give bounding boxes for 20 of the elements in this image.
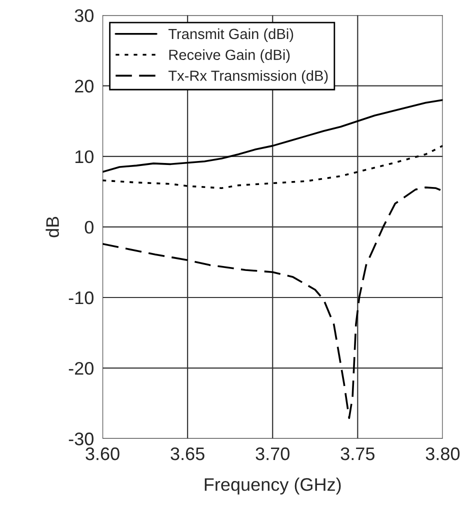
y-axis-title: dB: [46, 216, 59, 238]
y-tick-label: -10: [68, 291, 94, 304]
legend-label: Transmit Gain (dBi): [168, 28, 294, 42]
y-tick-label: -20: [68, 362, 94, 375]
y-tick-label: 30: [74, 9, 94, 22]
line-series: [102, 186, 443, 420]
x-axis-title: Frequency (GHz): [204, 478, 341, 494]
x-tick-label: 3.75: [340, 447, 374, 460]
x-tick-label: 3.65: [170, 447, 204, 460]
line-series: [102, 144, 443, 190]
y-tick-label: 0: [84, 220, 94, 234]
x-tick-label: 3.80: [426, 447, 460, 460]
y-tick-label: 20: [75, 80, 94, 93]
x-tick-label: 3.70: [256, 447, 290, 460]
line-series: [102, 99, 443, 173]
legend-label: Tx-Rx Transmission (dB): [168, 70, 328, 84]
y-tick-label: -30: [68, 432, 94, 446]
y-tick-label: 10: [75, 150, 94, 164]
legend-label: Receive Gain (dBi): [169, 49, 290, 63]
x-tick-label: 3.60: [86, 447, 120, 460]
